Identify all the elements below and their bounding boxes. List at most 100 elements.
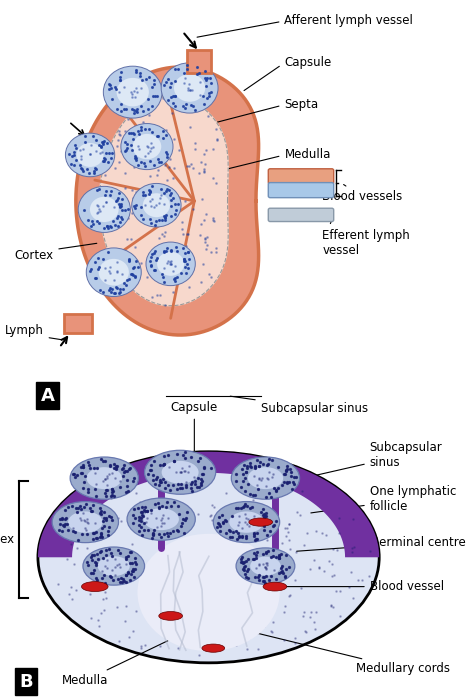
Point <box>187 475 195 487</box>
Point <box>98 136 105 147</box>
Point <box>275 549 283 560</box>
Point <box>153 472 161 483</box>
Point <box>86 462 94 473</box>
Point <box>242 568 249 579</box>
Point <box>153 512 160 524</box>
Point <box>291 478 298 489</box>
Point <box>73 542 81 554</box>
Point <box>94 201 102 212</box>
Point <box>193 61 201 73</box>
Point <box>151 246 158 257</box>
Point <box>118 204 126 215</box>
Point <box>92 559 100 570</box>
Point <box>271 483 278 494</box>
Point <box>146 195 154 207</box>
Point <box>103 138 110 149</box>
Point <box>242 532 250 543</box>
Point <box>285 561 293 572</box>
Point <box>106 267 114 279</box>
Point <box>128 91 136 103</box>
Text: Lymph: Lymph <box>5 325 61 340</box>
Point <box>91 556 99 567</box>
Point <box>207 510 215 521</box>
Point <box>148 82 155 93</box>
Point <box>150 79 157 90</box>
Point <box>89 554 96 565</box>
FancyBboxPatch shape <box>268 208 334 221</box>
Point <box>128 128 135 139</box>
Point <box>122 137 129 148</box>
Point <box>247 461 255 473</box>
Point <box>125 255 133 267</box>
Point <box>64 501 72 512</box>
Point <box>122 600 129 611</box>
Point <box>164 496 171 507</box>
Point <box>101 487 109 498</box>
Point <box>162 245 170 256</box>
Point <box>236 616 244 627</box>
Point <box>144 93 152 104</box>
Point <box>281 634 288 646</box>
Point <box>189 477 196 489</box>
Point <box>136 70 144 82</box>
Point <box>123 480 130 491</box>
Point <box>157 190 164 201</box>
Point <box>201 234 209 245</box>
Point <box>256 513 264 524</box>
Point <box>99 593 107 604</box>
Point <box>118 145 125 156</box>
Point <box>77 503 84 514</box>
Point <box>64 554 71 565</box>
Point <box>241 499 248 510</box>
Point <box>149 530 156 541</box>
Point <box>184 466 191 477</box>
Point <box>92 164 100 175</box>
Point <box>121 182 128 193</box>
Point <box>253 481 261 492</box>
Point <box>92 272 100 283</box>
Point <box>108 484 116 495</box>
Point <box>100 135 108 147</box>
Point <box>108 489 115 500</box>
Point <box>197 218 205 230</box>
Point <box>256 456 264 467</box>
Point <box>228 510 236 521</box>
Point <box>191 143 199 154</box>
Point <box>239 549 247 560</box>
Point <box>159 269 166 280</box>
Point <box>263 570 270 581</box>
Point <box>177 520 185 531</box>
Point <box>322 529 330 540</box>
Point <box>254 546 261 557</box>
Point <box>141 505 148 516</box>
Point <box>242 513 250 524</box>
Point <box>97 507 104 519</box>
Point <box>136 496 144 507</box>
Point <box>119 148 127 159</box>
Point <box>63 518 71 529</box>
Circle shape <box>231 457 300 499</box>
Circle shape <box>229 512 264 533</box>
Point <box>118 463 126 475</box>
Point <box>146 560 154 572</box>
Point <box>102 512 109 524</box>
Point <box>207 246 214 258</box>
Point <box>169 193 176 204</box>
Point <box>184 228 191 239</box>
Point <box>201 571 208 582</box>
Point <box>141 150 148 161</box>
Point <box>210 216 218 227</box>
Point <box>116 482 124 493</box>
Point <box>81 502 88 513</box>
Point <box>137 507 145 518</box>
Point <box>164 265 171 276</box>
Circle shape <box>68 512 102 533</box>
Point <box>129 270 137 281</box>
Point <box>129 138 137 149</box>
Point <box>119 470 127 481</box>
Point <box>132 153 140 164</box>
Point <box>191 597 198 609</box>
Point <box>89 567 97 579</box>
Point <box>128 207 136 218</box>
Point <box>68 500 75 512</box>
